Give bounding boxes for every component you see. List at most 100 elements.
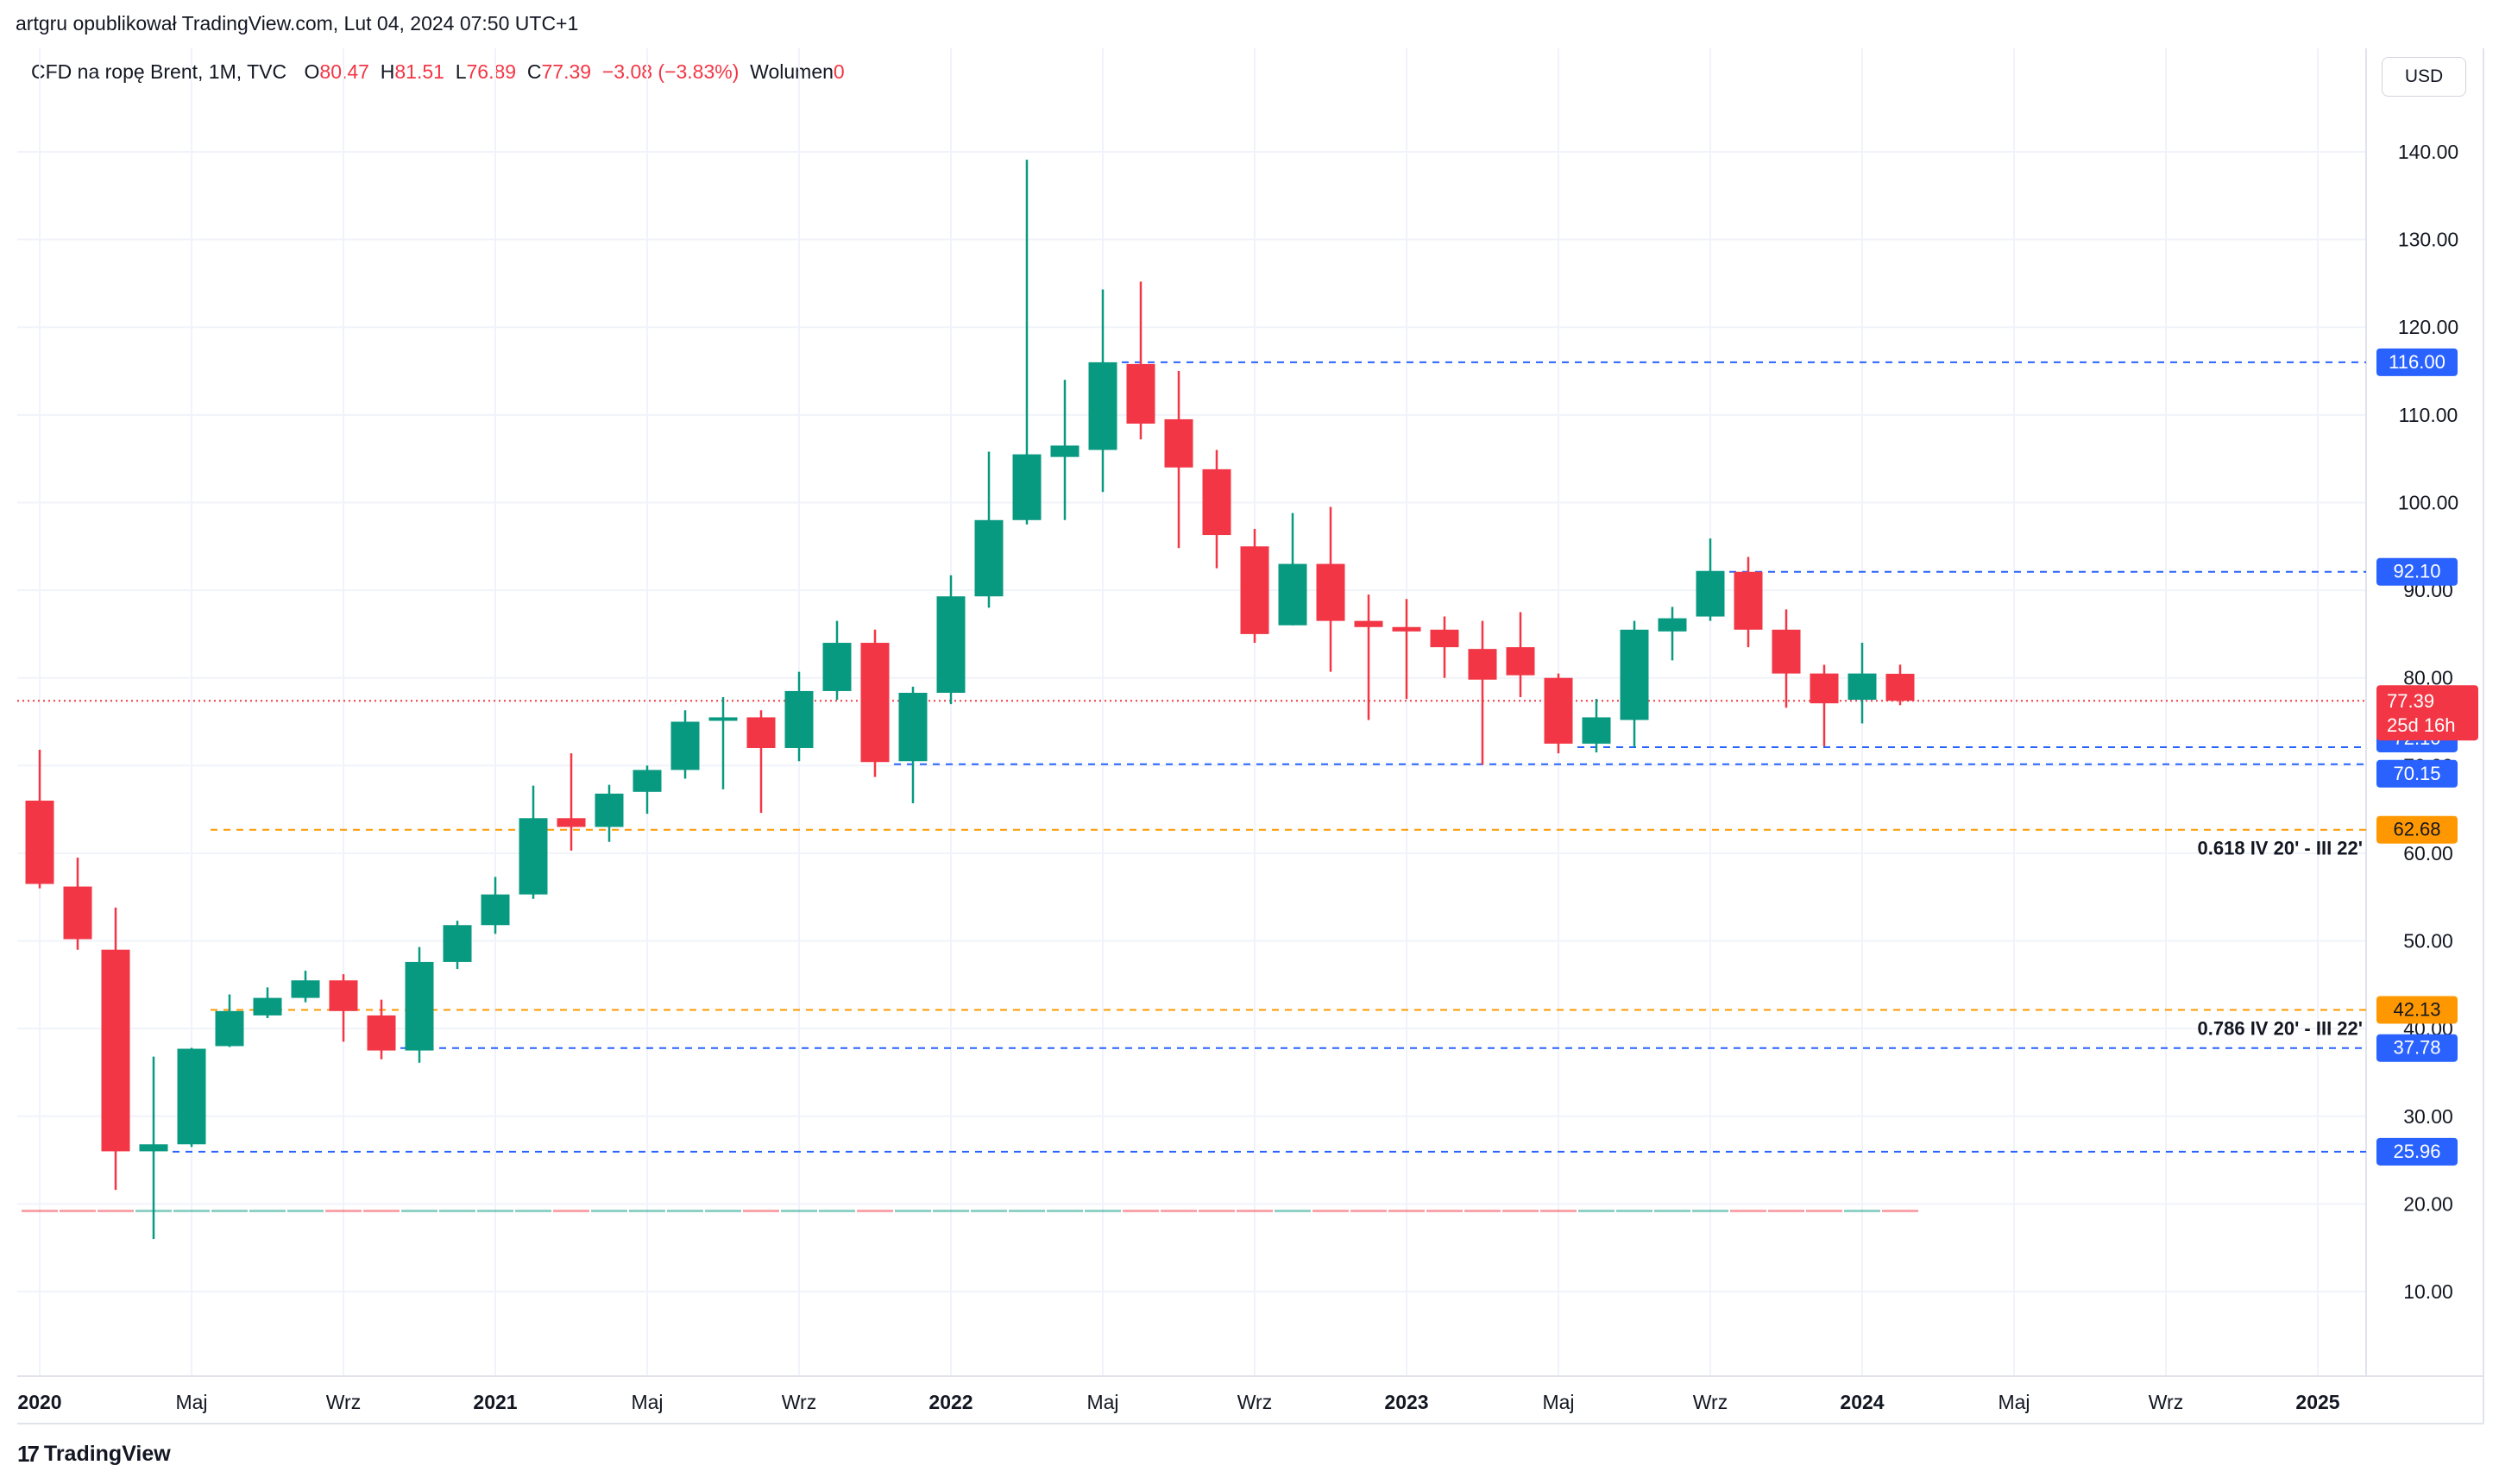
candle xyxy=(291,971,320,1003)
price-tick-label: 110.00 xyxy=(2399,404,2458,426)
candle xyxy=(936,575,966,705)
tradingview-brand[interactable]: 17 TradingView xyxy=(17,1441,171,1468)
candle-body xyxy=(1392,626,1421,632)
candle-body xyxy=(519,818,548,895)
last-price-tag xyxy=(2376,685,2478,741)
time-tick-label: Wrz xyxy=(1693,1391,1728,1413)
price-tag-text: 92.10 xyxy=(2393,561,2440,582)
volume-bar xyxy=(1768,1210,1804,1213)
candle-body xyxy=(1847,673,1877,701)
symbol-name[interactable]: CFD na ropę Brent, 1M, TVC xyxy=(31,60,287,83)
volume-bar xyxy=(363,1210,400,1213)
volume-bar xyxy=(1312,1210,1349,1213)
close-value: 77.39 xyxy=(541,60,592,83)
time-tick-label: 2020 xyxy=(17,1391,61,1413)
candle-body xyxy=(1202,468,1231,536)
volume-bar xyxy=(401,1210,437,1213)
price-tag-37-78 xyxy=(2376,1034,2458,1062)
volume-bar xyxy=(1882,1210,1918,1213)
candle xyxy=(1240,528,1269,644)
symbol-legend: CFD na ropę Brent, 1M, TVC O80.47 H81.51… xyxy=(31,60,845,84)
candle-body xyxy=(974,519,1004,597)
candle-body xyxy=(101,949,130,1152)
candle-body xyxy=(1240,546,1269,634)
price-tag-92-10 xyxy=(2376,557,2458,586)
volume-bar xyxy=(895,1210,931,1213)
volume-bar xyxy=(1464,1210,1501,1213)
candle-body xyxy=(1126,363,1155,424)
volume-bar xyxy=(933,1210,969,1213)
volume-bar xyxy=(1237,1210,1273,1213)
candle xyxy=(1430,616,1459,678)
candle xyxy=(443,921,472,970)
volume-bar xyxy=(1654,1210,1690,1213)
fib-level-note: 0.786 IV 20' - III 22' xyxy=(2198,1018,2363,1040)
candle-body xyxy=(1278,563,1307,626)
candle-body xyxy=(1316,563,1345,621)
candle xyxy=(1506,612,1535,698)
time-tick-label: Maj xyxy=(175,1391,207,1413)
candle-body xyxy=(1012,454,1042,520)
high-label: H xyxy=(380,60,395,83)
candle-body xyxy=(139,1144,168,1152)
candle-body xyxy=(1734,571,1763,630)
candle xyxy=(1050,380,1080,520)
volume-bar xyxy=(1009,1210,1045,1213)
close-label: C xyxy=(526,60,542,83)
time-tick-label: Maj xyxy=(1998,1391,2030,1413)
price-tick-label: 10.00 xyxy=(2403,1280,2453,1303)
candle-body xyxy=(1658,618,1687,632)
time-tick-label: Maj xyxy=(1542,1391,1574,1413)
volume-bar xyxy=(1540,1210,1577,1213)
candle-body xyxy=(708,717,738,721)
price-tick-label: 140.00 xyxy=(2398,141,2458,163)
candle xyxy=(1810,664,1839,746)
candle-body xyxy=(1582,717,1611,744)
candle xyxy=(1468,620,1497,765)
volume-bar xyxy=(857,1210,893,1213)
candle xyxy=(405,946,434,1063)
candle-body xyxy=(405,961,434,1051)
currency-button[interactable]: USD xyxy=(2382,57,2466,97)
candle-body xyxy=(1506,647,1535,676)
price-tag-text: 116.00 xyxy=(2389,351,2445,373)
price-tick-label: 120.00 xyxy=(2398,316,2458,338)
fib-level-note: 0.618 IV 20' - III 22' xyxy=(2198,838,2363,859)
tradingview-logo-icon: 17 xyxy=(17,1441,40,1467)
candle xyxy=(1620,620,1649,747)
candle xyxy=(784,671,814,762)
brand-name: TradingView xyxy=(43,1442,171,1466)
candle xyxy=(1012,160,1042,525)
volume-bar xyxy=(553,1210,589,1213)
volume-bar xyxy=(629,1210,665,1213)
time-axis[interactable]: 2020 Maj Wrz 2021 Maj Wrz 2022 Maj Wrz 2023 Maj Wrz… xyxy=(17,1391,2339,1413)
candle xyxy=(1734,556,1763,648)
candle xyxy=(481,877,510,934)
price-tick-label: 130.00 xyxy=(2398,229,2458,251)
horizontal-levels xyxy=(17,361,2366,1153)
low-label: L xyxy=(455,60,467,83)
candle-body xyxy=(670,721,700,770)
volume-bar xyxy=(477,1210,513,1213)
volume-bar xyxy=(211,1210,248,1213)
time-tick-label: Wrz xyxy=(326,1391,361,1413)
price-tick-label: 20.00 xyxy=(2403,1192,2453,1215)
candle-body xyxy=(746,717,776,748)
candle-body xyxy=(1620,629,1649,720)
candle xyxy=(1354,594,1383,720)
candle xyxy=(1772,609,1801,708)
candle xyxy=(1847,643,1877,724)
volume-bar xyxy=(781,1210,817,1213)
volume-bar xyxy=(1199,1210,1235,1213)
last-price-text: 77.39 xyxy=(2387,690,2434,712)
candle xyxy=(1696,538,1725,621)
volume-bar xyxy=(1085,1210,1121,1213)
candle xyxy=(1885,664,1915,706)
candle-body xyxy=(936,596,966,693)
volume-bar xyxy=(743,1210,779,1213)
volume-bar xyxy=(1578,1210,1615,1213)
candle-body xyxy=(1544,677,1573,744)
time-tick-label: Wrz xyxy=(782,1391,816,1413)
time-tick-label: 2022 xyxy=(928,1391,973,1413)
